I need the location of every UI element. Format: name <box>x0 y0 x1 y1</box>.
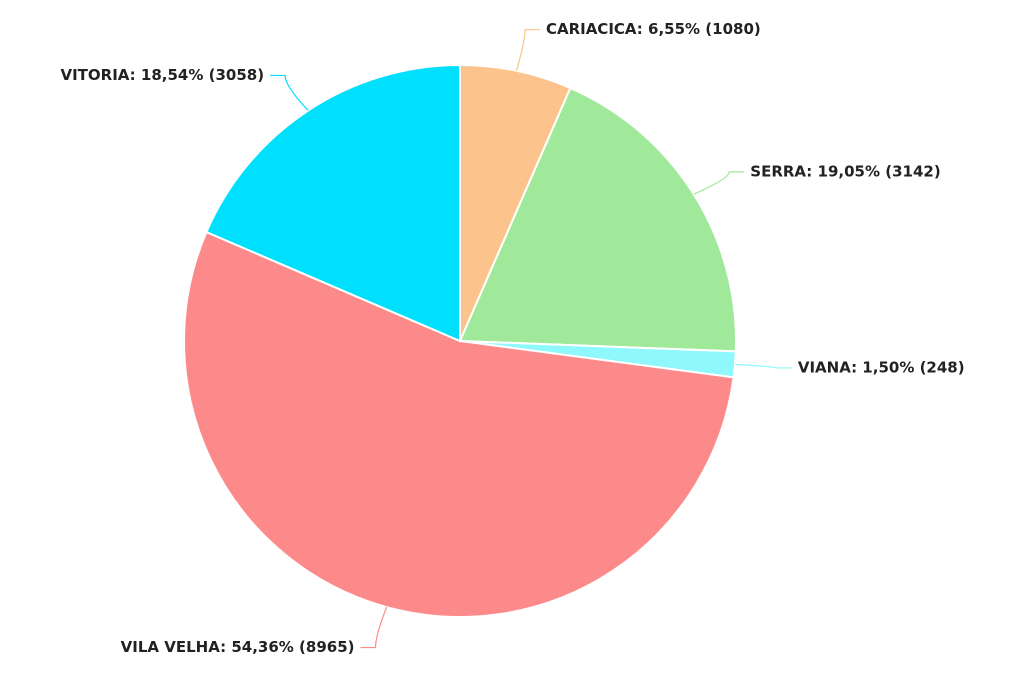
data-label: VIANA: 1,50% (248) <box>798 358 965 376</box>
data-label: VITORIA: 18,54% (3058) <box>60 66 264 84</box>
leader-line <box>693 171 745 195</box>
leader-line <box>515 29 540 71</box>
leader-line <box>360 606 388 649</box>
pie-slice <box>459 63 572 342</box>
data-label: SERRA: 19,05% (3142) <box>750 162 940 180</box>
leader-line <box>270 74 309 111</box>
data-label: CARIACICA: 6,55% (1080) <box>546 20 761 38</box>
data-label: VILA VELHA: 54,36% (8965) <box>121 638 355 656</box>
pie-slice <box>205 63 461 343</box>
leader-line <box>734 363 792 369</box>
pie-slice <box>183 230 735 618</box>
